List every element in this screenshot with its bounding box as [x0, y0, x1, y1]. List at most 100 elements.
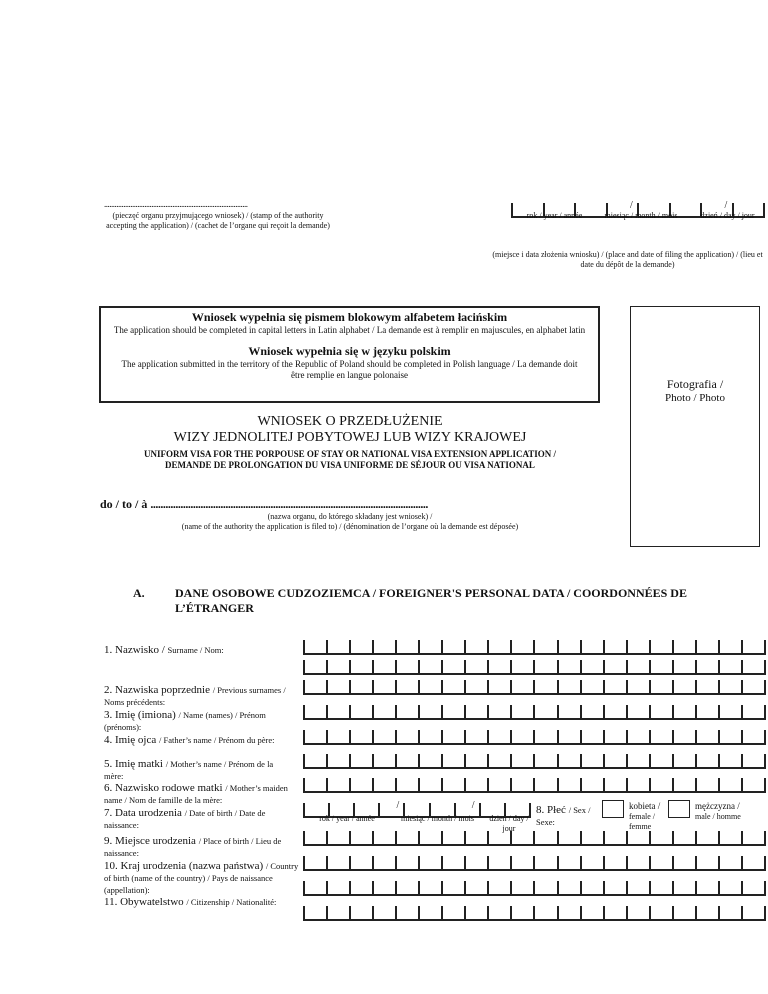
- letter-cell[interactable]: [510, 705, 533, 718]
- letter-cell[interactable]: [510, 754, 533, 767]
- letter-cell[interactable]: [441, 906, 464, 919]
- letter-cell[interactable]: [602, 705, 626, 718]
- letter-cell[interactable]: [533, 705, 556, 718]
- letter-cell[interactable]: [533, 660, 556, 673]
- letter-cell[interactable]: [671, 660, 695, 673]
- letter-cell[interactable]: [579, 730, 603, 743]
- letter-cell[interactable]: [671, 906, 695, 919]
- letter-cell[interactable]: [533, 831, 556, 844]
- letter-cell[interactable]: [717, 778, 741, 791]
- letter-cell[interactable]: [418, 856, 441, 869]
- letter-cell[interactable]: [556, 640, 580, 653]
- letter-cell[interactable]: [579, 660, 603, 673]
- letter-cell[interactable]: [740, 856, 764, 869]
- letter-cell[interactable]: [395, 705, 418, 718]
- letter-cell[interactable]: [326, 856, 349, 869]
- letter-cell[interactable]: [556, 680, 580, 693]
- letter-cell[interactable]: [326, 778, 349, 791]
- letter-cell[interactable]: [625, 660, 649, 673]
- letter-cell[interactable]: [349, 730, 372, 743]
- letter-cell[interactable]: [579, 680, 603, 693]
- letter-cell[interactable]: [487, 856, 510, 869]
- previous-surnames-input[interactable]: [303, 680, 766, 695]
- letter-cell[interactable]: [349, 705, 372, 718]
- letter-cell[interactable]: [441, 660, 464, 673]
- letter-cell[interactable]: [740, 730, 764, 743]
- letter-cell[interactable]: [694, 906, 718, 919]
- letter-cell[interactable]: [372, 856, 395, 869]
- letter-cell[interactable]: [533, 680, 556, 693]
- letter-cell[interactable]: [372, 881, 395, 894]
- letter-cell[interactable]: [671, 881, 695, 894]
- birth-country-input-line-2[interactable]: [303, 881, 766, 896]
- letter-cell[interactable]: [671, 730, 695, 743]
- letter-cell[interactable]: [648, 881, 672, 894]
- letter-cell[interactable]: [556, 705, 580, 718]
- letter-cell[interactable]: [671, 705, 695, 718]
- letter-cell[interactable]: [533, 778, 556, 791]
- letter-cell[interactable]: [579, 856, 603, 869]
- letter-cell[interactable]: [556, 831, 580, 844]
- letter-cell[interactable]: [579, 906, 603, 919]
- letter-cell[interactable]: [372, 754, 395, 767]
- letter-cell[interactable]: [395, 660, 418, 673]
- letter-cell[interactable]: [556, 856, 580, 869]
- letter-cell[interactable]: [303, 906, 326, 919]
- surname-input-line-2[interactable]: [303, 660, 766, 675]
- letter-cell[interactable]: [326, 640, 349, 653]
- letter-cell[interactable]: [740, 831, 764, 844]
- letter-cell[interactable]: [464, 906, 487, 919]
- letter-cell[interactable]: [372, 680, 395, 693]
- letter-cell[interactable]: [740, 660, 764, 673]
- letter-cell[interactable]: [326, 680, 349, 693]
- letter-cell[interactable]: [625, 705, 649, 718]
- letter-cell[interactable]: [395, 754, 418, 767]
- letter-cell[interactable]: [510, 640, 533, 653]
- letter-cell[interactable]: [464, 730, 487, 743]
- letter-cell[interactable]: [441, 881, 464, 894]
- letter-cell[interactable]: [625, 831, 649, 844]
- letter-cell[interactable]: [487, 660, 510, 673]
- letter-cell[interactable]: [441, 856, 464, 869]
- letter-cell[interactable]: [464, 660, 487, 673]
- letter-cell[interactable]: [717, 831, 741, 844]
- letter-cell[interactable]: [625, 680, 649, 693]
- letter-cell[interactable]: [510, 906, 533, 919]
- letter-cell[interactable]: [303, 730, 326, 743]
- letter-cell[interactable]: [510, 778, 533, 791]
- letter-cell[interactable]: [510, 660, 533, 673]
- letter-cell[interactable]: [671, 831, 695, 844]
- letter-cell[interactable]: [349, 680, 372, 693]
- letter-cell[interactable]: [326, 730, 349, 743]
- letter-cell[interactable]: [464, 640, 487, 653]
- letter-cell[interactable]: [579, 881, 603, 894]
- letter-cell[interactable]: [349, 754, 372, 767]
- mother-name-input[interactable]: [303, 754, 766, 769]
- sex-female-checkbox[interactable]: [602, 800, 624, 818]
- letter-cell[interactable]: [395, 881, 418, 894]
- letter-cell[interactable]: [694, 831, 718, 844]
- letter-cell[interactable]: [464, 778, 487, 791]
- letter-cell[interactable]: [671, 856, 695, 869]
- letter-cell[interactable]: [694, 705, 718, 718]
- letter-cell[interactable]: [303, 680, 326, 693]
- letter-cell[interactable]: [395, 831, 418, 844]
- letter-cell[interactable]: [326, 831, 349, 844]
- letter-cell[interactable]: [349, 778, 372, 791]
- letter-cell[interactable]: [464, 856, 487, 869]
- letter-cell[interactable]: [326, 705, 349, 718]
- letter-cell[interactable]: [487, 705, 510, 718]
- letter-cell[interactable]: [648, 660, 672, 673]
- letter-cell[interactable]: [533, 640, 556, 653]
- mother-maiden-name-input[interactable]: [303, 778, 766, 793]
- letter-cell[interactable]: [579, 831, 603, 844]
- letter-cell[interactable]: [441, 778, 464, 791]
- letter-cell[interactable]: [717, 730, 741, 743]
- letter-cell[interactable]: [602, 856, 626, 869]
- letter-cell[interactable]: [441, 680, 464, 693]
- surname-input[interactable]: [303, 640, 766, 655]
- letter-cell[interactable]: [602, 831, 626, 844]
- letter-cell[interactable]: [418, 730, 441, 743]
- letter-cell[interactable]: [579, 705, 603, 718]
- letter-cell[interactable]: [487, 881, 510, 894]
